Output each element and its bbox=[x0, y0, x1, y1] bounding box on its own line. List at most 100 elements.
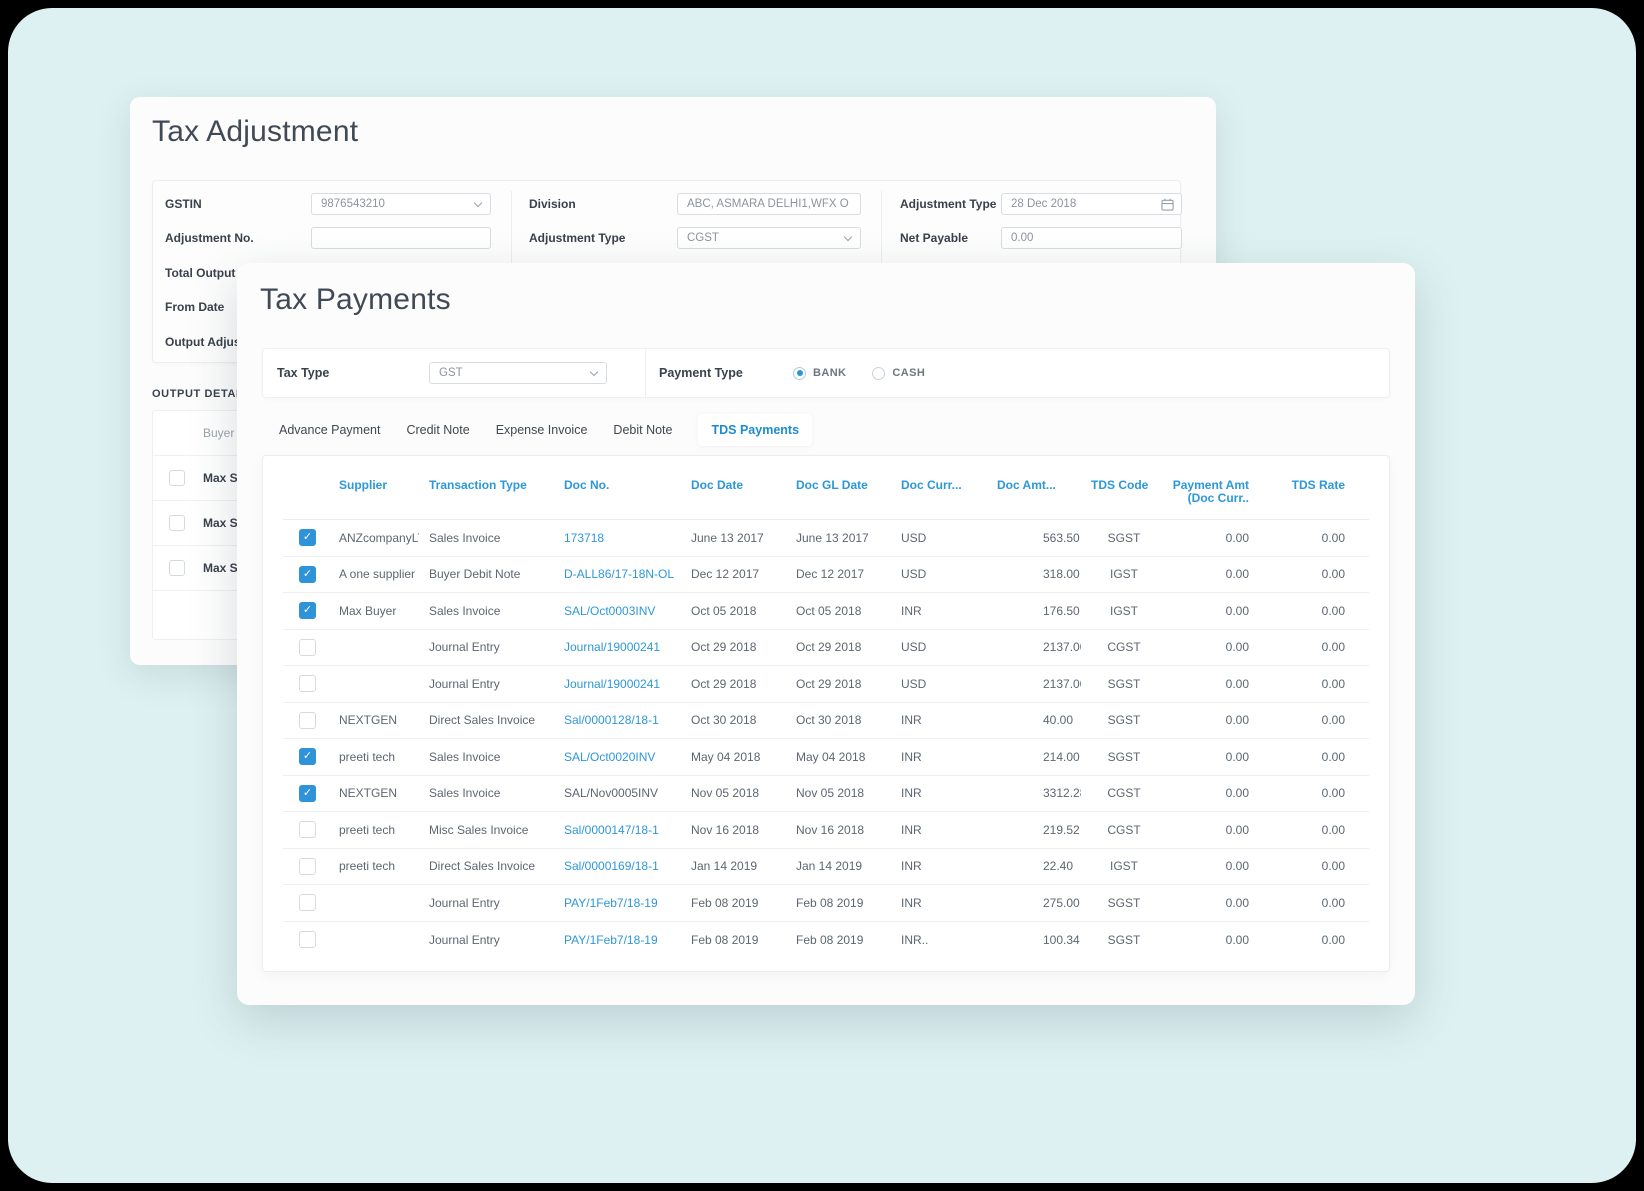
payment-type-radio-group: BANK CASH bbox=[793, 349, 925, 397]
doc-curr-cell: INR.. bbox=[901, 932, 929, 947]
doc-no-cell: Sal/0000128/18-1 bbox=[553, 713, 681, 727]
checkbox-cell: ✓ bbox=[283, 931, 327, 949]
filter-bar: Tax Type GST Payment Type BANK CASH bbox=[262, 348, 1390, 398]
payment-amt-cell: 0.00 bbox=[1225, 749, 1249, 764]
doc-no-link[interactable]: Journal/19000241 bbox=[564, 676, 661, 691]
col-header-transaction-type[interactable]: Transaction Type bbox=[429, 478, 527, 492]
payment-amt-cell: 0.00 bbox=[1225, 676, 1249, 691]
row-checkbox[interactable]: ✓ bbox=[299, 821, 316, 839]
row-checkbox[interactable]: ✓ bbox=[299, 894, 316, 912]
doc-no-link[interactable]: Sal/0000169/18-1 bbox=[564, 859, 659, 874]
table-row: ✓ Journal Entry Journal/19000241 Oct 29 … bbox=[283, 666, 1369, 703]
doc-no-link[interactable]: PAY/1Feb7/18-19 bbox=[564, 895, 658, 910]
col-header-payment-amt[interactable]: Payment Amt (Doc Curr.. bbox=[1172, 478, 1249, 505]
supplier-cell: NEXTGEN bbox=[339, 786, 398, 801]
doc-no-cell: D-ALL86/17-18N-OL bbox=[553, 567, 681, 581]
tax-type-select[interactable]: GST bbox=[429, 362, 607, 384]
row-checkbox[interactable]: ✓ bbox=[299, 638, 316, 656]
col-header-doc-curr[interactable]: Doc Curr... bbox=[901, 478, 962, 492]
tab-tds-payments[interactable]: TDS Payments bbox=[698, 414, 813, 446]
col-header-doc-gl-date[interactable]: Doc GL Date bbox=[796, 478, 868, 492]
doc-no-cell: SAL/Nov0005INV bbox=[553, 786, 681, 800]
col-header-tds-code[interactable]: TDS Code bbox=[1091, 478, 1149, 492]
col-header-tds-rate[interactable]: TDS Rate bbox=[1291, 478, 1345, 492]
row-checkbox[interactable]: ✓ bbox=[299, 857, 316, 875]
doc-no-link[interactable]: SAL/Oct0020INV bbox=[564, 749, 656, 764]
doc-no-link[interactable]: D-ALL86/17-18N-OL bbox=[564, 567, 675, 582]
doc-curr-cell: INR bbox=[901, 895, 922, 910]
doc-no-link[interactable]: Sal/0000147/18-1 bbox=[564, 822, 659, 837]
col-header-supplier[interactable]: Supplier bbox=[339, 478, 388, 492]
doc-no-cell: PAY/1Feb7/18-19 bbox=[553, 896, 681, 910]
buyer-checkbox[interactable]: ✓ bbox=[169, 515, 185, 531]
radio-label: CASH bbox=[892, 367, 926, 379]
table-row: ✓ preeti tech Misc Sales Invoice Sal/000… bbox=[283, 812, 1369, 849]
doc-no-link[interactable]: 173718 bbox=[564, 530, 605, 545]
transaction-type-cell: Sales Invoice bbox=[429, 603, 501, 618]
tds-rate-cell: 0.00 bbox=[1321, 567, 1345, 582]
col-header-doc-no[interactable]: Doc No. bbox=[564, 478, 610, 492]
chevron-down-icon bbox=[473, 198, 483, 208]
doc-gl-date-cell: Feb 08 2019 bbox=[796, 932, 864, 947]
row-checkbox[interactable]: ✓ bbox=[299, 784, 316, 802]
chevron-down-icon bbox=[843, 232, 853, 242]
transaction-type-cell: Sales Invoice bbox=[429, 530, 501, 545]
adjustment-date-input[interactable]: 28 Dec 2018 bbox=[1001, 193, 1182, 215]
checkbox-cell: ✓ bbox=[283, 565, 327, 583]
checkbox-cell: ✓ bbox=[283, 711, 327, 729]
division-input[interactable]: ABC, ASMARA DELHI1,WFX O bbox=[677, 193, 861, 215]
tab-label: TDS Payments bbox=[711, 423, 800, 437]
doc-gl-date-cell: June 13 2017 bbox=[796, 530, 869, 545]
tab-credit-note[interactable]: Credit Note bbox=[406, 414, 469, 446]
doc-date-cell: May 04 2018 bbox=[691, 749, 761, 764]
division-label: Division bbox=[529, 197, 576, 211]
tds-code-cell: CGST bbox=[1107, 786, 1141, 801]
tds-code-cell: SGST bbox=[1107, 932, 1141, 947]
doc-no-link[interactable]: PAY/1Feb7/18-19 bbox=[564, 932, 658, 947]
buyer-checkbox[interactable]: ✓ bbox=[169, 560, 185, 576]
tab-expense-invoice[interactable]: Expense Invoice bbox=[496, 414, 588, 446]
net-payable-input[interactable]: 0.00 bbox=[1001, 227, 1182, 249]
doc-gl-date-cell: Dec 12 2017 bbox=[796, 567, 865, 582]
adjustment-no-input[interactable] bbox=[311, 227, 491, 249]
tds-rate-cell: 0.00 bbox=[1321, 895, 1345, 910]
doc-no-link[interactable]: Journal/19000241 bbox=[564, 640, 661, 655]
doc-no-link[interactable]: SAL/Oct0003INV bbox=[564, 603, 656, 618]
doc-curr-cell: USD bbox=[901, 530, 927, 545]
tds-rate-cell: 0.00 bbox=[1321, 786, 1345, 801]
row-checkbox[interactable]: ✓ bbox=[299, 711, 316, 729]
row-checkbox[interactable]: ✓ bbox=[299, 931, 316, 949]
row-checkbox[interactable]: ✓ bbox=[299, 529, 316, 547]
transaction-type-cell: Sales Invoice bbox=[429, 749, 501, 764]
checkbox-cell: ✓ bbox=[283, 748, 327, 766]
tds-rate-cell: 0.00 bbox=[1321, 932, 1345, 947]
doc-date-cell: Oct 29 2018 bbox=[691, 640, 757, 655]
doc-amt-cell: 275.00 bbox=[1043, 895, 1080, 910]
doc-curr-cell: INR bbox=[901, 603, 922, 618]
doc-gl-date-cell: Jan 14 2019 bbox=[796, 859, 863, 874]
from-date-label: From Date bbox=[165, 300, 225, 314]
doc-gl-date-cell: Nov 16 2018 bbox=[796, 822, 865, 837]
buyer-checkbox[interactable]: ✓ bbox=[169, 470, 185, 486]
tab-label: Credit Note bbox=[406, 423, 470, 437]
doc-gl-date-cell: Oct 30 2018 bbox=[796, 713, 862, 728]
doc-no-link[interactable]: Sal/0000128/18-1 bbox=[564, 713, 659, 728]
tds-code-cell: IGST bbox=[1109, 567, 1138, 582]
doc-gl-date-cell: Nov 05 2018 bbox=[796, 786, 865, 801]
col-header-doc-date[interactable]: Doc Date bbox=[691, 478, 744, 492]
tab-advance-payment[interactable]: Advance Payment bbox=[279, 414, 380, 446]
transaction-type-cell: Sales Invoice bbox=[429, 786, 501, 801]
checkbox-cell: ✓ bbox=[283, 638, 327, 656]
gstin-select[interactable]: 9876543210 bbox=[311, 193, 491, 215]
col-header-doc-amt[interactable]: Doc Amt... bbox=[997, 478, 1056, 492]
tab-debit-note[interactable]: Debit Note bbox=[613, 414, 672, 446]
row-checkbox[interactable]: ✓ bbox=[299, 675, 316, 693]
row-checkbox[interactable]: ✓ bbox=[299, 565, 316, 583]
payment-type-bank[interactable]: BANK bbox=[793, 366, 846, 380]
row-checkbox[interactable]: ✓ bbox=[299, 748, 316, 766]
check-icon: ✓ bbox=[302, 786, 313, 799]
row-checkbox[interactable]: ✓ bbox=[299, 602, 316, 620]
payment-type-cash[interactable]: CASH bbox=[872, 366, 926, 380]
adjustment-type-select[interactable]: CGST bbox=[677, 227, 861, 249]
doc-date-cell: Feb 08 2019 bbox=[691, 932, 759, 947]
